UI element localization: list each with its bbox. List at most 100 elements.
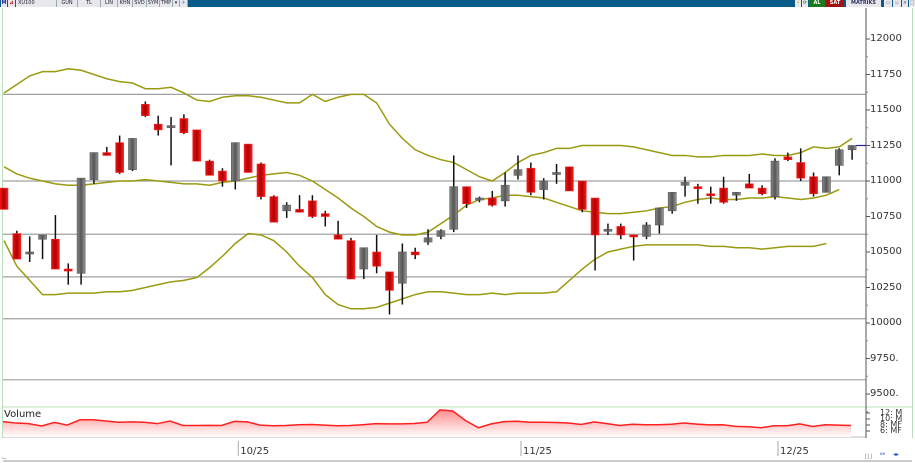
candle-down bbox=[487, 197, 497, 206]
currency-button[interactable]: TL bbox=[78, 0, 101, 7]
candle-down bbox=[333, 234, 343, 240]
candle-down bbox=[577, 180, 587, 210]
price-tick-label: 10000 bbox=[870, 317, 902, 328]
candle-down bbox=[706, 193, 716, 197]
candle-down bbox=[320, 213, 330, 217]
candle-down bbox=[629, 234, 638, 238]
price-tick-label: 11750 bbox=[870, 68, 902, 80]
chevron-down-icon[interactable]: ▾ bbox=[173, 0, 180, 7]
right-border bbox=[912, 8, 913, 438]
candle-down bbox=[616, 226, 626, 236]
candle-up bbox=[603, 228, 613, 232]
candle-up bbox=[449, 186, 459, 230]
candle-up bbox=[642, 224, 651, 237]
bollinger-middle-band bbox=[3, 166, 840, 236]
lightning-icon[interactable]: ⚡ bbox=[795, 0, 801, 7]
candle-down bbox=[565, 166, 574, 192]
candle-down bbox=[141, 104, 150, 116]
minimize-button[interactable]: ▭ bbox=[884, 0, 892, 7]
bird-icon[interactable]: ✈ bbox=[180, 0, 188, 7]
candle-down bbox=[693, 186, 703, 189]
price-tick-label: 11000 bbox=[870, 175, 902, 186]
date-label: 11/25 bbox=[523, 446, 552, 457]
candle-up bbox=[359, 247, 369, 270]
candle-down bbox=[218, 170, 227, 182]
price-tick-label: 10250 bbox=[870, 281, 902, 293]
candle-up bbox=[166, 125, 176, 128]
candle-down bbox=[192, 129, 202, 162]
link-icon[interactable]: ⚯ bbox=[880, 451, 886, 458]
candle-up bbox=[89, 152, 99, 180]
date-label: 12/25 bbox=[780, 446, 809, 457]
volume-title: Volume bbox=[4, 409, 42, 420]
candle-down bbox=[796, 162, 806, 179]
candle-down bbox=[462, 186, 471, 205]
candle-down bbox=[783, 156, 793, 161]
candle-down bbox=[719, 187, 728, 203]
restore-button[interactable]: ▫ bbox=[893, 0, 901, 7]
candle-up bbox=[513, 169, 523, 176]
candle-up bbox=[834, 149, 844, 166]
candle-down bbox=[102, 152, 112, 156]
svd-button[interactable]: SVD bbox=[133, 0, 147, 7]
matriks-brand: MATRIKS bbox=[846, 0, 881, 7]
candle-up bbox=[655, 207, 664, 226]
candle-up bbox=[231, 142, 240, 182]
candle-down bbox=[526, 167, 536, 193]
candle-up bbox=[282, 204, 292, 212]
bollinger-upper-band bbox=[3, 68, 853, 182]
price-tick-label: 10500 bbox=[870, 246, 902, 257]
candle-up bbox=[770, 160, 780, 197]
sell-button[interactable]: SAT bbox=[826, 0, 844, 7]
chart-type-icon[interactable]: ⊿ bbox=[8, 0, 15, 7]
candle-down bbox=[243, 143, 253, 173]
candle-down bbox=[51, 238, 60, 270]
maximize-button[interactable]: □ bbox=[909, 0, 915, 7]
volume-tick-label: 6: MF bbox=[880, 426, 902, 435]
volume-tick-label: 10: M bbox=[880, 414, 903, 423]
khn-button[interactable]: KHN bbox=[118, 0, 133, 7]
candle-up bbox=[423, 237, 433, 243]
candle-down bbox=[295, 209, 304, 213]
candle-up bbox=[38, 234, 47, 240]
volume-area bbox=[3, 409, 852, 437]
candle-up bbox=[500, 184, 510, 202]
volume-tick-label: 8: MF bbox=[880, 420, 902, 429]
sym-button[interactable]: SYM bbox=[147, 0, 160, 7]
candle-up bbox=[76, 177, 86, 274]
candle-down bbox=[12, 233, 22, 260]
price-tick-label: 9500. bbox=[870, 388, 899, 399]
candle-down bbox=[179, 118, 189, 134]
price-tick-label: 11250 bbox=[870, 139, 902, 151]
buy-button[interactable]: AL bbox=[809, 0, 825, 7]
candle-down bbox=[809, 176, 818, 195]
candle-down bbox=[744, 183, 754, 189]
candle-down bbox=[153, 123, 163, 131]
toolbar: M ⊿ XU100 GUN TL LIN KHN SVD SYM TMP ▾ ✈… bbox=[0, 0, 915, 7]
candle-down bbox=[590, 197, 600, 236]
close-button[interactable]: × bbox=[902, 0, 908, 7]
candle-down bbox=[205, 160, 214, 176]
tmp-button[interactable]: TMP bbox=[160, 0, 173, 7]
candle-up bbox=[436, 230, 446, 237]
scale-button[interactable]: LIN bbox=[101, 0, 118, 7]
candle-down bbox=[410, 251, 420, 256]
period-button[interactable]: GUN bbox=[57, 0, 78, 7]
candle-down bbox=[308, 200, 317, 217]
volume-tick-label: 12: M bbox=[880, 408, 903, 417]
candle-up bbox=[732, 192, 741, 196]
price-tick-label: 11500 bbox=[870, 104, 902, 115]
candle-down bbox=[269, 196, 279, 223]
candle-down bbox=[0, 187, 9, 210]
candle-down bbox=[256, 163, 266, 197]
price-tick-label: 9750. bbox=[870, 352, 899, 364]
scroll-arrows-icon[interactable]: ◂▸ bbox=[893, 451, 900, 458]
refresh-icon[interactable]: ⟳ bbox=[802, 0, 808, 7]
scroll-markers[interactable]: ⌊⌊⌋ bbox=[865, 453, 873, 460]
matriks-logo-icon[interactable]: M bbox=[1, 0, 7, 7]
symbol-field[interactable]: XU100 bbox=[16, 0, 57, 7]
candle-up bbox=[475, 197, 484, 201]
resize-handle-icon[interactable]: ⌙ bbox=[2, 455, 8, 462]
candle-up bbox=[822, 176, 831, 193]
